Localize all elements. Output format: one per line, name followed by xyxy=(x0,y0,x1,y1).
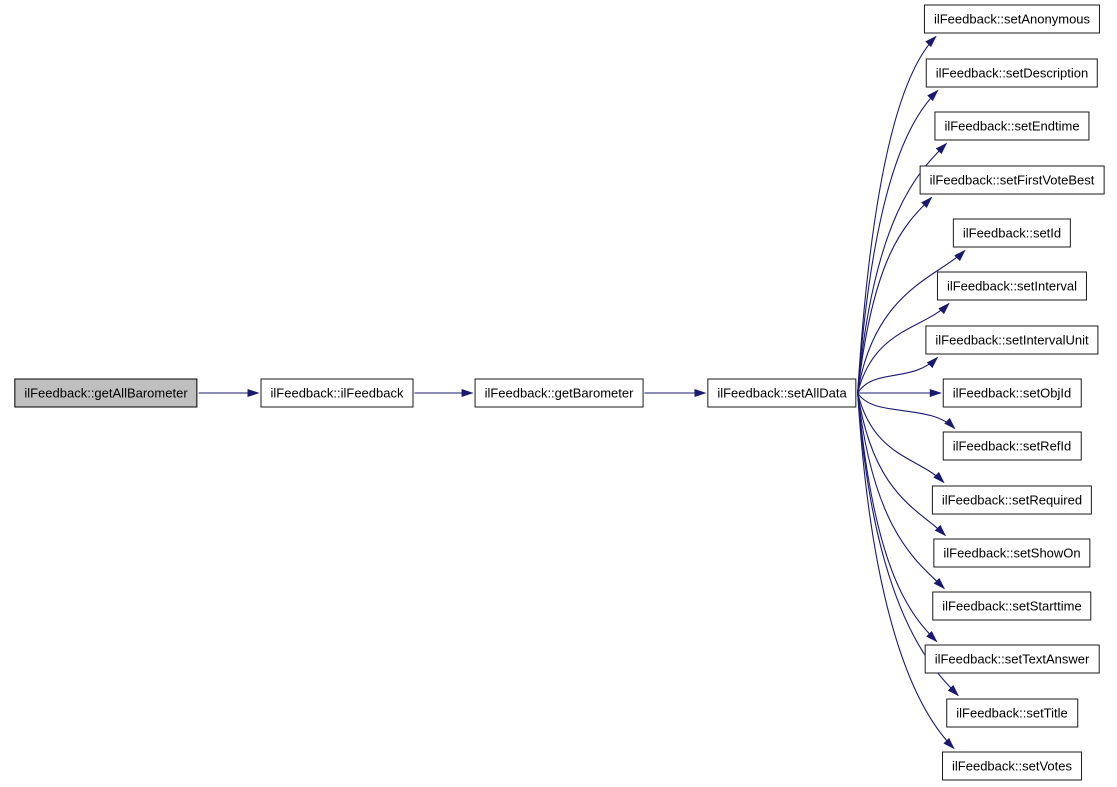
edge-setAllData-to-setRefId xyxy=(857,392,956,430)
graph-node-getAllBarometer: ilFeedback::getAllBarometer xyxy=(14,378,198,408)
graph-node-setObjId[interactable]: ilFeedback::setObjId xyxy=(942,378,1082,408)
edge-setAllData-to-setRequired xyxy=(857,392,945,484)
edge-setAllData-to-setTextAnswer xyxy=(857,392,938,643)
graph-node-setStarttime[interactable]: ilFeedback::setStarttime xyxy=(932,591,1092,621)
edge-setAllData-to-setVotes xyxy=(857,392,955,750)
graph-node-setDescription[interactable]: ilFeedback::setDescription xyxy=(925,58,1099,88)
graph-node-setId[interactable]: ilFeedback::setId xyxy=(952,218,1072,248)
graph-node-setVotes[interactable]: ilFeedback::setVotes xyxy=(942,751,1082,781)
graph-node-setIntervalUnit[interactable]: ilFeedback::setIntervalUnit xyxy=(925,325,1099,355)
graph-node-setAllData[interactable]: ilFeedback::setAllData xyxy=(707,378,857,408)
graph-node-getBarometer[interactable]: ilFeedback::getBarometer xyxy=(474,378,644,408)
graph-node-setFirstVoteBest[interactable]: ilFeedback::setFirstVoteBest xyxy=(919,165,1105,195)
graph-node-setInterval[interactable]: ilFeedback::setInterval xyxy=(936,271,1088,301)
edge-setAllData-to-setIntervalUnit xyxy=(857,356,939,394)
graph-node-setShowOn[interactable]: ilFeedback::setShowOn xyxy=(933,538,1091,568)
graph-node-setTextAnswer[interactable]: ilFeedback::setTextAnswer xyxy=(924,644,1100,674)
graph-node-setRefId[interactable]: ilFeedback::setRefId xyxy=(942,431,1082,461)
edge-setAllData-to-setAnonymous xyxy=(857,35,937,394)
graph-node-setEndtime[interactable]: ilFeedback::setEndtime xyxy=(934,111,1090,141)
graph-node-ilFeedback[interactable]: ilFeedback::ilFeedback xyxy=(260,378,414,408)
edge-setAllData-to-setFirstVoteBest xyxy=(857,196,933,394)
graph-node-setTitle[interactable]: ilFeedback::setTitle xyxy=(946,698,1078,728)
graph-node-setRequired[interactable]: ilFeedback::setRequired xyxy=(931,485,1093,515)
graph-node-setAnonymous[interactable]: ilFeedback::setAnonymous xyxy=(923,4,1101,34)
